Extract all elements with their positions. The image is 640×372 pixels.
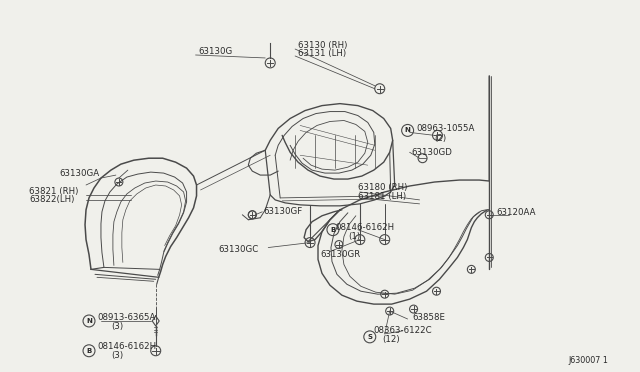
Text: 63822(LH): 63822(LH): [29, 195, 75, 204]
Text: (3): (3): [111, 351, 123, 360]
Text: B: B: [86, 348, 92, 354]
Text: S: S: [367, 334, 372, 340]
Text: 08913-6365A: 08913-6365A: [97, 312, 156, 321]
Text: 08146-6162H: 08146-6162H: [335, 223, 394, 232]
Text: N: N: [86, 318, 92, 324]
Text: 63130G: 63130G: [198, 46, 233, 55]
Text: 08363-6122C: 08363-6122C: [374, 326, 433, 336]
Text: 63180 (RH): 63180 (RH): [358, 183, 407, 192]
Text: (1): (1): [348, 232, 360, 241]
Text: (3): (3): [111, 323, 123, 331]
Text: 63130GD: 63130GD: [412, 148, 452, 157]
Text: 63181 (LH): 63181 (LH): [358, 192, 406, 201]
Text: 63131 (LH): 63131 (LH): [298, 49, 346, 58]
Text: 08963-1055A: 08963-1055A: [417, 124, 475, 133]
Text: N: N: [404, 128, 410, 134]
Text: 63130GR: 63130GR: [320, 250, 360, 259]
Text: (12): (12): [383, 335, 401, 344]
Text: 63858E: 63858E: [413, 312, 445, 321]
Text: 63120AA: 63120AA: [496, 208, 536, 217]
Text: B: B: [330, 227, 335, 232]
Text: 63130GC: 63130GC: [218, 245, 259, 254]
Text: 63130GF: 63130GF: [263, 207, 303, 216]
Text: 08146-6162H: 08146-6162H: [97, 342, 156, 351]
Text: J630007 1: J630007 1: [569, 356, 609, 365]
Text: 63821 (RH): 63821 (RH): [29, 187, 79, 196]
Text: 63130GA: 63130GA: [59, 169, 99, 177]
Text: (2): (2): [435, 134, 447, 143]
Text: 63130 (RH): 63130 (RH): [298, 41, 348, 49]
